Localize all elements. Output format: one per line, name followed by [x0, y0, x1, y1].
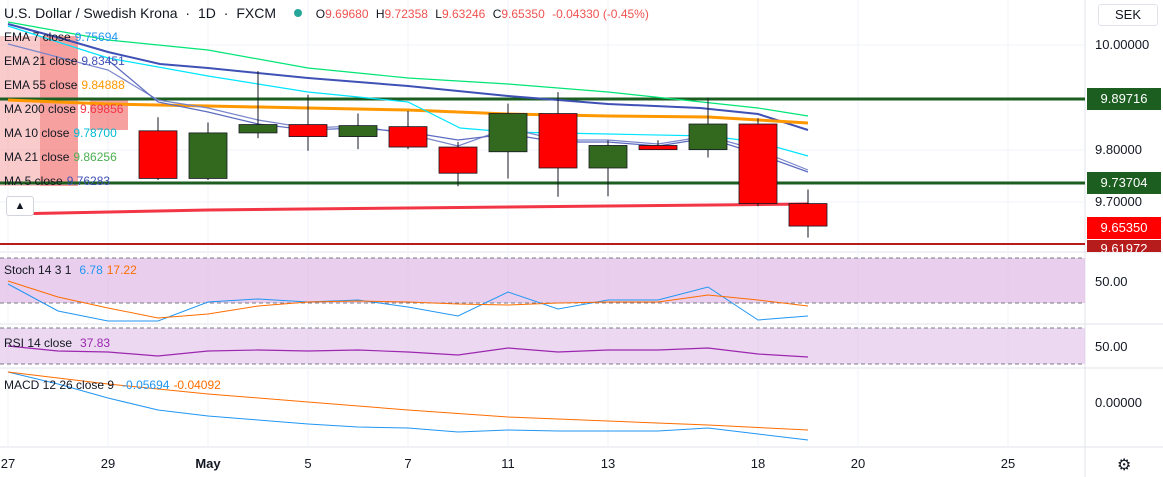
- price-tick-9-80: 9.80000: [1095, 142, 1142, 157]
- ma200-line: [7, 202, 809, 216]
- legend-rsi[interactable]: RSI 14 close 37.83: [4, 336, 111, 350]
- chart-header: U.S. Dollar / Swedish Krona · 1D · FXCM …: [4, 5, 649, 21]
- date-label: 11: [501, 456, 515, 471]
- macd-signal-line: [7, 371, 809, 431]
- macd-line: [7, 371, 809, 441]
- date-label: 5: [304, 456, 312, 471]
- stoch-k-line: [7, 283, 809, 322]
- legend-ema55[interactable]: EMA 55 close 9.84888: [4, 78, 125, 92]
- price-tag-level-1: 9.89716: [1087, 88, 1161, 110]
- candle-body-down: [288, 124, 328, 137]
- legend-ma5[interactable]: MA 5 close 9.76283: [4, 174, 111, 188]
- gear-icon[interactable]: ⚙: [1117, 457, 1132, 474]
- candle-body-down: [538, 113, 578, 169]
- symbol-title[interactable]: U.S. Dollar / Swedish Krona: [4, 5, 178, 21]
- rsi-band: [0, 328, 1085, 364]
- candle-body-up: [688, 123, 728, 151]
- date-label: May: [195, 456, 221, 471]
- date-label: 25: [1000, 456, 1016, 471]
- legend-ma10[interactable]: MA 10 close 9.78700: [4, 126, 117, 140]
- legend-ema21[interactable]: EMA 21 close 9.83451: [4, 54, 125, 68]
- ema21-line: [7, 23, 809, 131]
- date-label: 7: [404, 456, 412, 471]
- collapse-legend-button[interactable]: ▲: [6, 196, 34, 216]
- rsi-line: [7, 345, 809, 358]
- date-label: 27: [0, 456, 16, 471]
- chevron-up-icon: ▲: [14, 200, 26, 212]
- ohlc-readout: O9.69680 H9.72358 L9.63246 C9.65350 -0.0…: [315, 7, 649, 21]
- stoch-axis-tick: 50.00: [1095, 274, 1128, 289]
- date-label: 29: [100, 456, 116, 471]
- date-label: 18: [750, 456, 766, 471]
- price-tick-9-70: 9.70000: [1095, 194, 1142, 209]
- ema55-line: [7, 98, 809, 125]
- rsi-axis-tick: 50.00: [1095, 339, 1128, 354]
- candle-body-down: [788, 203, 828, 227]
- legend-ema7[interactable]: EMA 7 close 9.75694: [4, 30, 119, 44]
- legend-macd[interactable]: MACD 12 26 close 9 -0.05694 -0.04092: [4, 378, 221, 392]
- price-tick-10: 10.00000: [1095, 37, 1150, 52]
- candle-body-up: [238, 124, 278, 134]
- candle-body-up: [588, 145, 628, 169]
- left-highlight-block: [0, 36, 40, 186]
- price-tag-last: 9.65350: [1087, 217, 1161, 239]
- legend-ma200[interactable]: MA 200 close 9.69856: [4, 102, 124, 116]
- price-tag-level-2: 9.73704: [1087, 172, 1161, 194]
- candle-body-down: [638, 145, 678, 151]
- candle-body-down: [388, 126, 428, 148]
- candle-body-up: [188, 132, 228, 179]
- candle-body-down: [138, 130, 178, 179]
- market-status-dot: [293, 9, 302, 17]
- date-label: 13: [600, 456, 616, 471]
- candle-body-up: [338, 125, 378, 137]
- stoch-band: [0, 258, 1085, 303]
- ema7-line: [7, 43, 809, 171]
- exchange-label: FXCM: [236, 5, 277, 21]
- legend-stoch[interactable]: Stoch 14 3 1 6.78 17.22: [4, 263, 137, 277]
- candle-body-down: [738, 123, 778, 204]
- candle-body-up: [488, 113, 528, 153]
- macd-axis-tick: 0.00000: [1095, 395, 1142, 410]
- legend-ma21[interactable]: MA 21 close 9.86256: [4, 150, 117, 164]
- interval-label[interactable]: 1D: [197, 5, 216, 21]
- candle-body-down: [438, 146, 478, 174]
- stoch-d-line: [7, 280, 809, 319]
- candlestick-series: [138, 71, 828, 238]
- price-tag-level-3: 9.61972: [1087, 240, 1161, 252]
- date-label: 20: [850, 456, 866, 471]
- currency-button[interactable]: SEK: [1098, 4, 1158, 26]
